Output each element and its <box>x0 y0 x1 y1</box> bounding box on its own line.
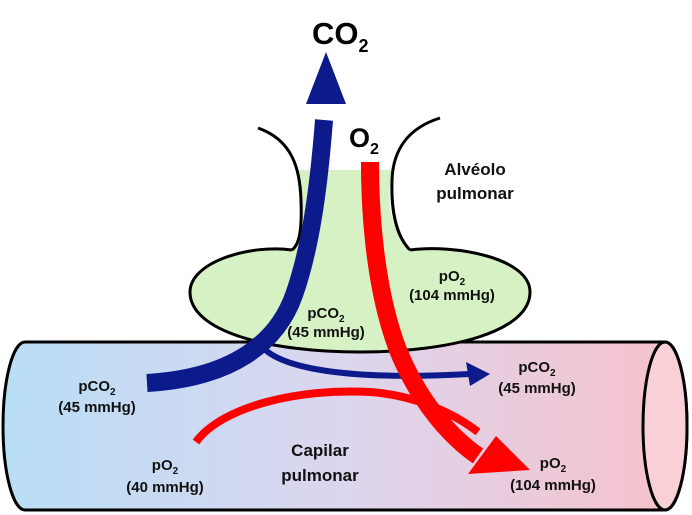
o2-inhale-arrow <box>361 161 484 464</box>
alveolus-po2-label: pO2 <box>439 268 466 288</box>
alveolus-pco2-value: (45 mmHg) <box>287 324 365 341</box>
alveolus-name-line1: Alvéolo <box>444 160 505 179</box>
capillary-name-line1: Capilar <box>291 441 349 460</box>
o2-inhale-arrowhead <box>468 436 530 474</box>
arterial-po2-value: (104 mmHg) <box>510 477 596 494</box>
alveolus-po2-value: (104 mmHg) <box>409 287 495 304</box>
o2-label: O2 <box>349 123 379 158</box>
alveolus-wall-right <box>390 116 441 252</box>
o2-uptake-arrow-capillary <box>192 387 481 445</box>
alveolus-name-line2: pulmonar <box>436 184 514 203</box>
co2-exhale-arrow <box>146 119 333 392</box>
co2-flow-arrowhead <box>466 362 490 386</box>
arterial-pco2-label: pCO2 <box>518 359 556 379</box>
capillary-opening <box>641 340 689 512</box>
co2-label: CO2 <box>312 16 369 56</box>
alveolus-wall-left <box>257 126 303 252</box>
capillary-name-line2: pulmonar <box>281 466 359 485</box>
alveolus-pco2-label: pCO2 <box>307 305 345 325</box>
venous-po2-value: (40 mmHg) <box>126 479 204 496</box>
venous-pco2-value: (45 mmHg) <box>58 399 136 416</box>
venous-pco2-label: pCO2 <box>78 378 116 398</box>
arterial-pco2-value: (45 mmHg) <box>498 380 576 397</box>
alveolus-sac-outline <box>188 247 532 354</box>
venous-po2-label: pO2 <box>152 457 179 477</box>
alveolus-sac <box>190 170 530 352</box>
co2-exhale-arrowhead <box>306 52 346 104</box>
arterial-po2-label: pO2 <box>540 455 567 475</box>
